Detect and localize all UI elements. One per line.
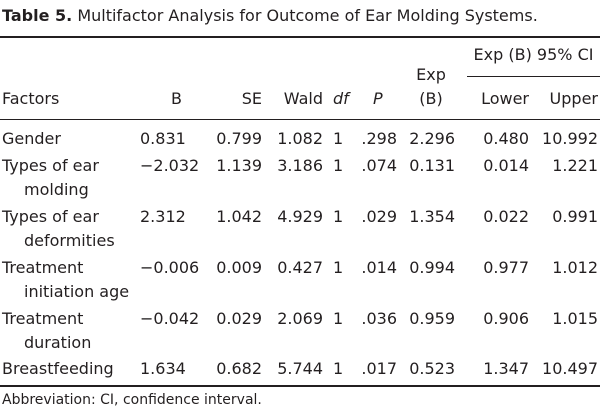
p-cell: .017 (361, 359, 397, 378)
se-cell: 1.139 (216, 156, 262, 175)
expb-cell: 1.354 (409, 207, 455, 226)
table-footnote: Abbreviation: CI, confidence interval. (2, 392, 262, 408)
wald-cell: 2.069 (277, 309, 323, 328)
df-cell: 1 (333, 258, 344, 277)
p-cell: .014 (361, 258, 397, 277)
header-rule (0, 119, 600, 120)
header-b: B (171, 89, 182, 108)
table-caption: Table 5. Multifactor Analysis for Outcom… (2, 6, 538, 25)
se-cell: 0.029 (216, 309, 262, 328)
factor-cell: Types of ear (2, 207, 99, 226)
lower-cell: 0.022 (483, 207, 529, 226)
upper-cell: 10.497 (542, 359, 598, 378)
se-cell: 1.042 (216, 207, 262, 226)
df-cell: 1 (333, 156, 344, 175)
wald-cell: 4.929 (277, 207, 323, 226)
ci-group-rule (467, 76, 600, 77)
upper-cell: 1.012 (552, 258, 598, 277)
upper-cell: 10.992 (542, 129, 598, 148)
factor-cell: Breastfeeding (2, 359, 114, 378)
header-wald: Wald (283, 89, 323, 108)
upper-cell: 1.221 (552, 156, 598, 175)
se-cell: 0.009 (216, 258, 262, 277)
b-cell: 0.831 (140, 129, 186, 148)
b-cell: −2.032 (140, 156, 200, 175)
expb-cell: 0.994 (409, 258, 455, 277)
header-upper: Upper (549, 89, 598, 108)
bottom-rule (0, 385, 600, 387)
p-cell: .298 (361, 129, 397, 148)
lower-cell: 0.906 (483, 309, 529, 328)
caption-text: Multifactor Analysis for Outcome of Ear … (77, 6, 538, 25)
df-cell: 1 (333, 129, 344, 148)
wald-cell: 1.082 (277, 129, 323, 148)
upper-cell: 0.991 (552, 207, 598, 226)
factor-cell: Treatment (2, 258, 84, 277)
top-rule (0, 36, 600, 38)
header-lower: Lower (481, 89, 529, 108)
se-cell: 0.682 (216, 359, 262, 378)
factor-cell: Treatment (2, 309, 84, 328)
header-expb-line2: (B) (419, 89, 443, 108)
lower-cell: 0.977 (483, 258, 529, 277)
header-p: P (373, 89, 383, 108)
b-cell: 1.634 (140, 359, 186, 378)
wald-cell: 5.744 (277, 359, 323, 378)
expb-cell: 2.296 (409, 129, 455, 148)
factor-cell-continuation: deformities (24, 231, 115, 250)
lower-cell: 0.014 (483, 156, 529, 175)
header-expb-line1: Exp (416, 65, 446, 84)
b-cell: −0.006 (140, 258, 200, 277)
b-cell: −0.042 (140, 309, 200, 328)
se-cell: 0.799 (216, 129, 262, 148)
header-df: df (333, 89, 349, 108)
header-se: SE (241, 89, 262, 108)
header-factors: Factors (2, 89, 60, 108)
expb-cell: 0.523 (409, 359, 455, 378)
p-cell: .074 (361, 156, 397, 175)
expb-cell: 0.959 (409, 309, 455, 328)
caption-label: Table 5. (2, 6, 73, 25)
df-cell: 1 (333, 359, 344, 378)
wald-cell: 3.186 (277, 156, 323, 175)
factor-cell: Gender (2, 129, 61, 148)
p-cell: .029 (361, 207, 397, 226)
upper-cell: 1.015 (552, 309, 598, 328)
wald-cell: 0.427 (277, 258, 323, 277)
factor-cell-continuation: molding (24, 180, 89, 199)
df-cell: 1 (333, 207, 344, 226)
df-cell: 1 (333, 309, 344, 328)
factor-cell: Types of ear (2, 156, 99, 175)
lower-cell: 0.480 (483, 129, 529, 148)
factor-cell-continuation: initiation age (24, 282, 130, 301)
header-ci-group: Exp (B) 95% CI (473, 45, 594, 64)
p-cell: .036 (361, 309, 397, 328)
lower-cell: 1.347 (483, 359, 529, 378)
expb-cell: 0.131 (409, 156, 455, 175)
factor-cell-continuation: duration (24, 333, 92, 352)
b-cell: 2.312 (140, 207, 186, 226)
